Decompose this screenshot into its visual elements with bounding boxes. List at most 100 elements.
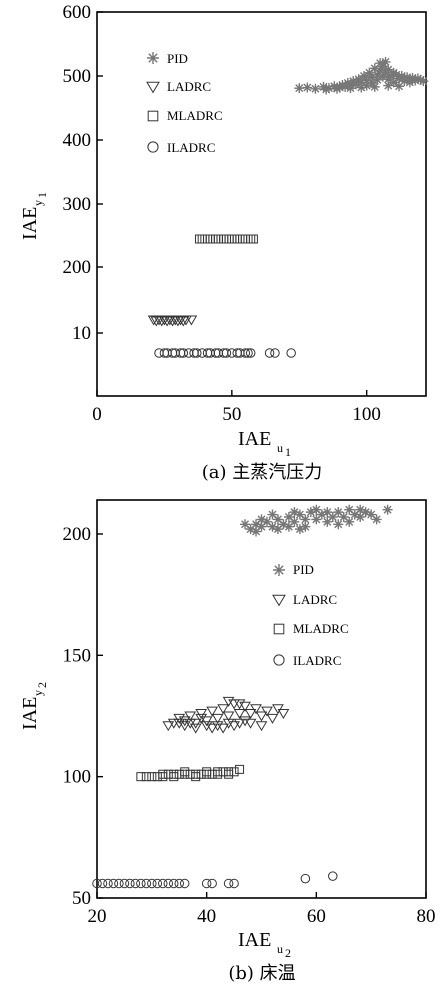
pid-point-43: [412, 73, 423, 84]
pid-point-19: [349, 509, 360, 520]
panel-a-xlabel-base: IAE: [238, 428, 271, 450]
x-tick-label-3: 80: [417, 906, 436, 927]
panel-b-x-label: IAE u 2: [238, 929, 291, 960]
mladrc-point-16: [238, 234, 248, 244]
legend-mladrc-marker-shape: [147, 110, 159, 122]
pid-point-0: [294, 83, 305, 94]
legend-mladrc-marker: [273, 623, 285, 635]
mladrc-point-11: [224, 234, 234, 244]
pid-point-28: [300, 521, 311, 532]
iladrc-point-6: [125, 878, 135, 889]
pid-point-31: [333, 519, 344, 530]
iladrc-point-22: [328, 871, 338, 881]
ladrc-point-17: [239, 716, 251, 727]
panel-b-plot-frame: [96, 499, 427, 899]
mladrc-point-9: [219, 234, 229, 244]
pid-point-51: [383, 80, 394, 91]
mladrc-point-1: [197, 234, 207, 244]
iladrc-point-7: [130, 878, 141, 889]
pid-point-37: [396, 71, 407, 81]
ladrc-point-33: [184, 718, 197, 729]
panel-b-ylabel-base: IAE: [19, 697, 41, 730]
mladrc-point-24: [213, 769, 223, 779]
x-tick-label-1: 50: [222, 404, 241, 425]
ladrc-point-16: [239, 701, 251, 712]
panel-b-caption: (b) 床温: [228, 963, 295, 984]
pid-point-25: [375, 65, 386, 76]
y-tick-label-5: 600: [63, 2, 92, 23]
y-tick-label-0: 10: [72, 323, 91, 344]
pid-point-4: [323, 83, 334, 94]
pid-point-27: [283, 521, 294, 532]
pid-point-29: [311, 504, 322, 515]
mladrc-point-3: [203, 234, 213, 244]
pid-point-26: [272, 524, 283, 535]
legend-ladrc-marker-shape: [146, 81, 160, 94]
mladrc-point-15: [218, 767, 228, 777]
pid-point-24: [382, 504, 393, 515]
ladrc-point-9: [172, 316, 184, 327]
mladrc-point-6: [211, 234, 221, 244]
iladrc-point-18: [207, 878, 217, 889]
ladrc-point-7: [166, 316, 179, 327]
x-tick-label-0: 0: [92, 404, 102, 425]
panel-a-ylabel-subsub: 1: [35, 192, 49, 198]
iladrc-point-16: [179, 878, 190, 889]
ladrc-point-3: [178, 721, 191, 732]
iladrc-point-2: [103, 878, 113, 889]
panel-a-y-axis: 10 200 300 400 500 600: [63, 2, 103, 344]
pid-point-33: [355, 504, 366, 515]
iladrc-point-20: [240, 348, 251, 358]
pid-point-14: [322, 516, 333, 527]
x-tick-label-2: 100: [352, 404, 381, 425]
panel-b-xlabel-sub: u: [277, 942, 283, 956]
iladrc-point-22: [245, 348, 256, 358]
panel-a-xlabel-subsub: 1: [285, 445, 291, 459]
iladrc-point-9: [192, 348, 202, 358]
legend-iladrc-marker-shape: [273, 654, 285, 666]
y-tick-label-4: 500: [63, 66, 92, 87]
legend-iladrc-label: ILADRC: [167, 140, 215, 155]
mladrc-point-7: [213, 234, 223, 244]
legend-pid-marker-shape: [273, 564, 285, 576]
ladrc-point-7: [200, 716, 213, 727]
pid-point-2: [310, 83, 321, 94]
mladrc-point-19: [158, 772, 168, 782]
pid-point-1: [251, 519, 262, 530]
mladrc-point-18: [235, 764, 245, 774]
pid-point-27: [377, 71, 388, 82]
pid-point-17: [338, 511, 349, 522]
ladrc-point-28: [211, 721, 224, 732]
pid-point-38: [399, 76, 410, 87]
legend-mladrc-label: MLADRC: [293, 621, 349, 636]
iladrc-point-14: [169, 878, 179, 889]
iladrc-point-16: [221, 348, 232, 358]
iladrc-point-1: [97, 878, 108, 889]
ladrc-point-15: [233, 718, 246, 729]
pid-point-8: [340, 81, 351, 92]
ladrc-point-30: [217, 723, 229, 734]
legend-pid-label: PID: [293, 562, 314, 577]
pid-point-7: [283, 511, 294, 522]
legend-ladrc-label: LADRC: [167, 79, 211, 94]
pid-point-53: [404, 77, 415, 88]
legend-mladrc-marker: [147, 110, 159, 122]
ladrc-point-5: [161, 316, 173, 327]
mladrc-point-23: [202, 769, 212, 779]
mladrc-point-9: [185, 769, 195, 779]
ladrc-point-19: [250, 704, 262, 715]
ladrc-point-27: [200, 721, 213, 732]
ladrc-point-29: [222, 718, 235, 729]
mladrc-point-21: [180, 767, 190, 777]
ladrc-point-3: [155, 316, 168, 327]
ladrc-point-24: [277, 709, 290, 720]
legend-pid-label: PID: [167, 51, 188, 66]
pid-point-44: [415, 74, 426, 85]
mladrc-point-10: [221, 234, 231, 244]
pid-point-26: [377, 61, 388, 72]
legend-ladrc-label: LADRC: [293, 592, 337, 607]
pid-point-22: [366, 509, 377, 520]
y-tick-label-1: 100: [63, 767, 92, 788]
pid-point-12: [350, 79, 361, 90]
